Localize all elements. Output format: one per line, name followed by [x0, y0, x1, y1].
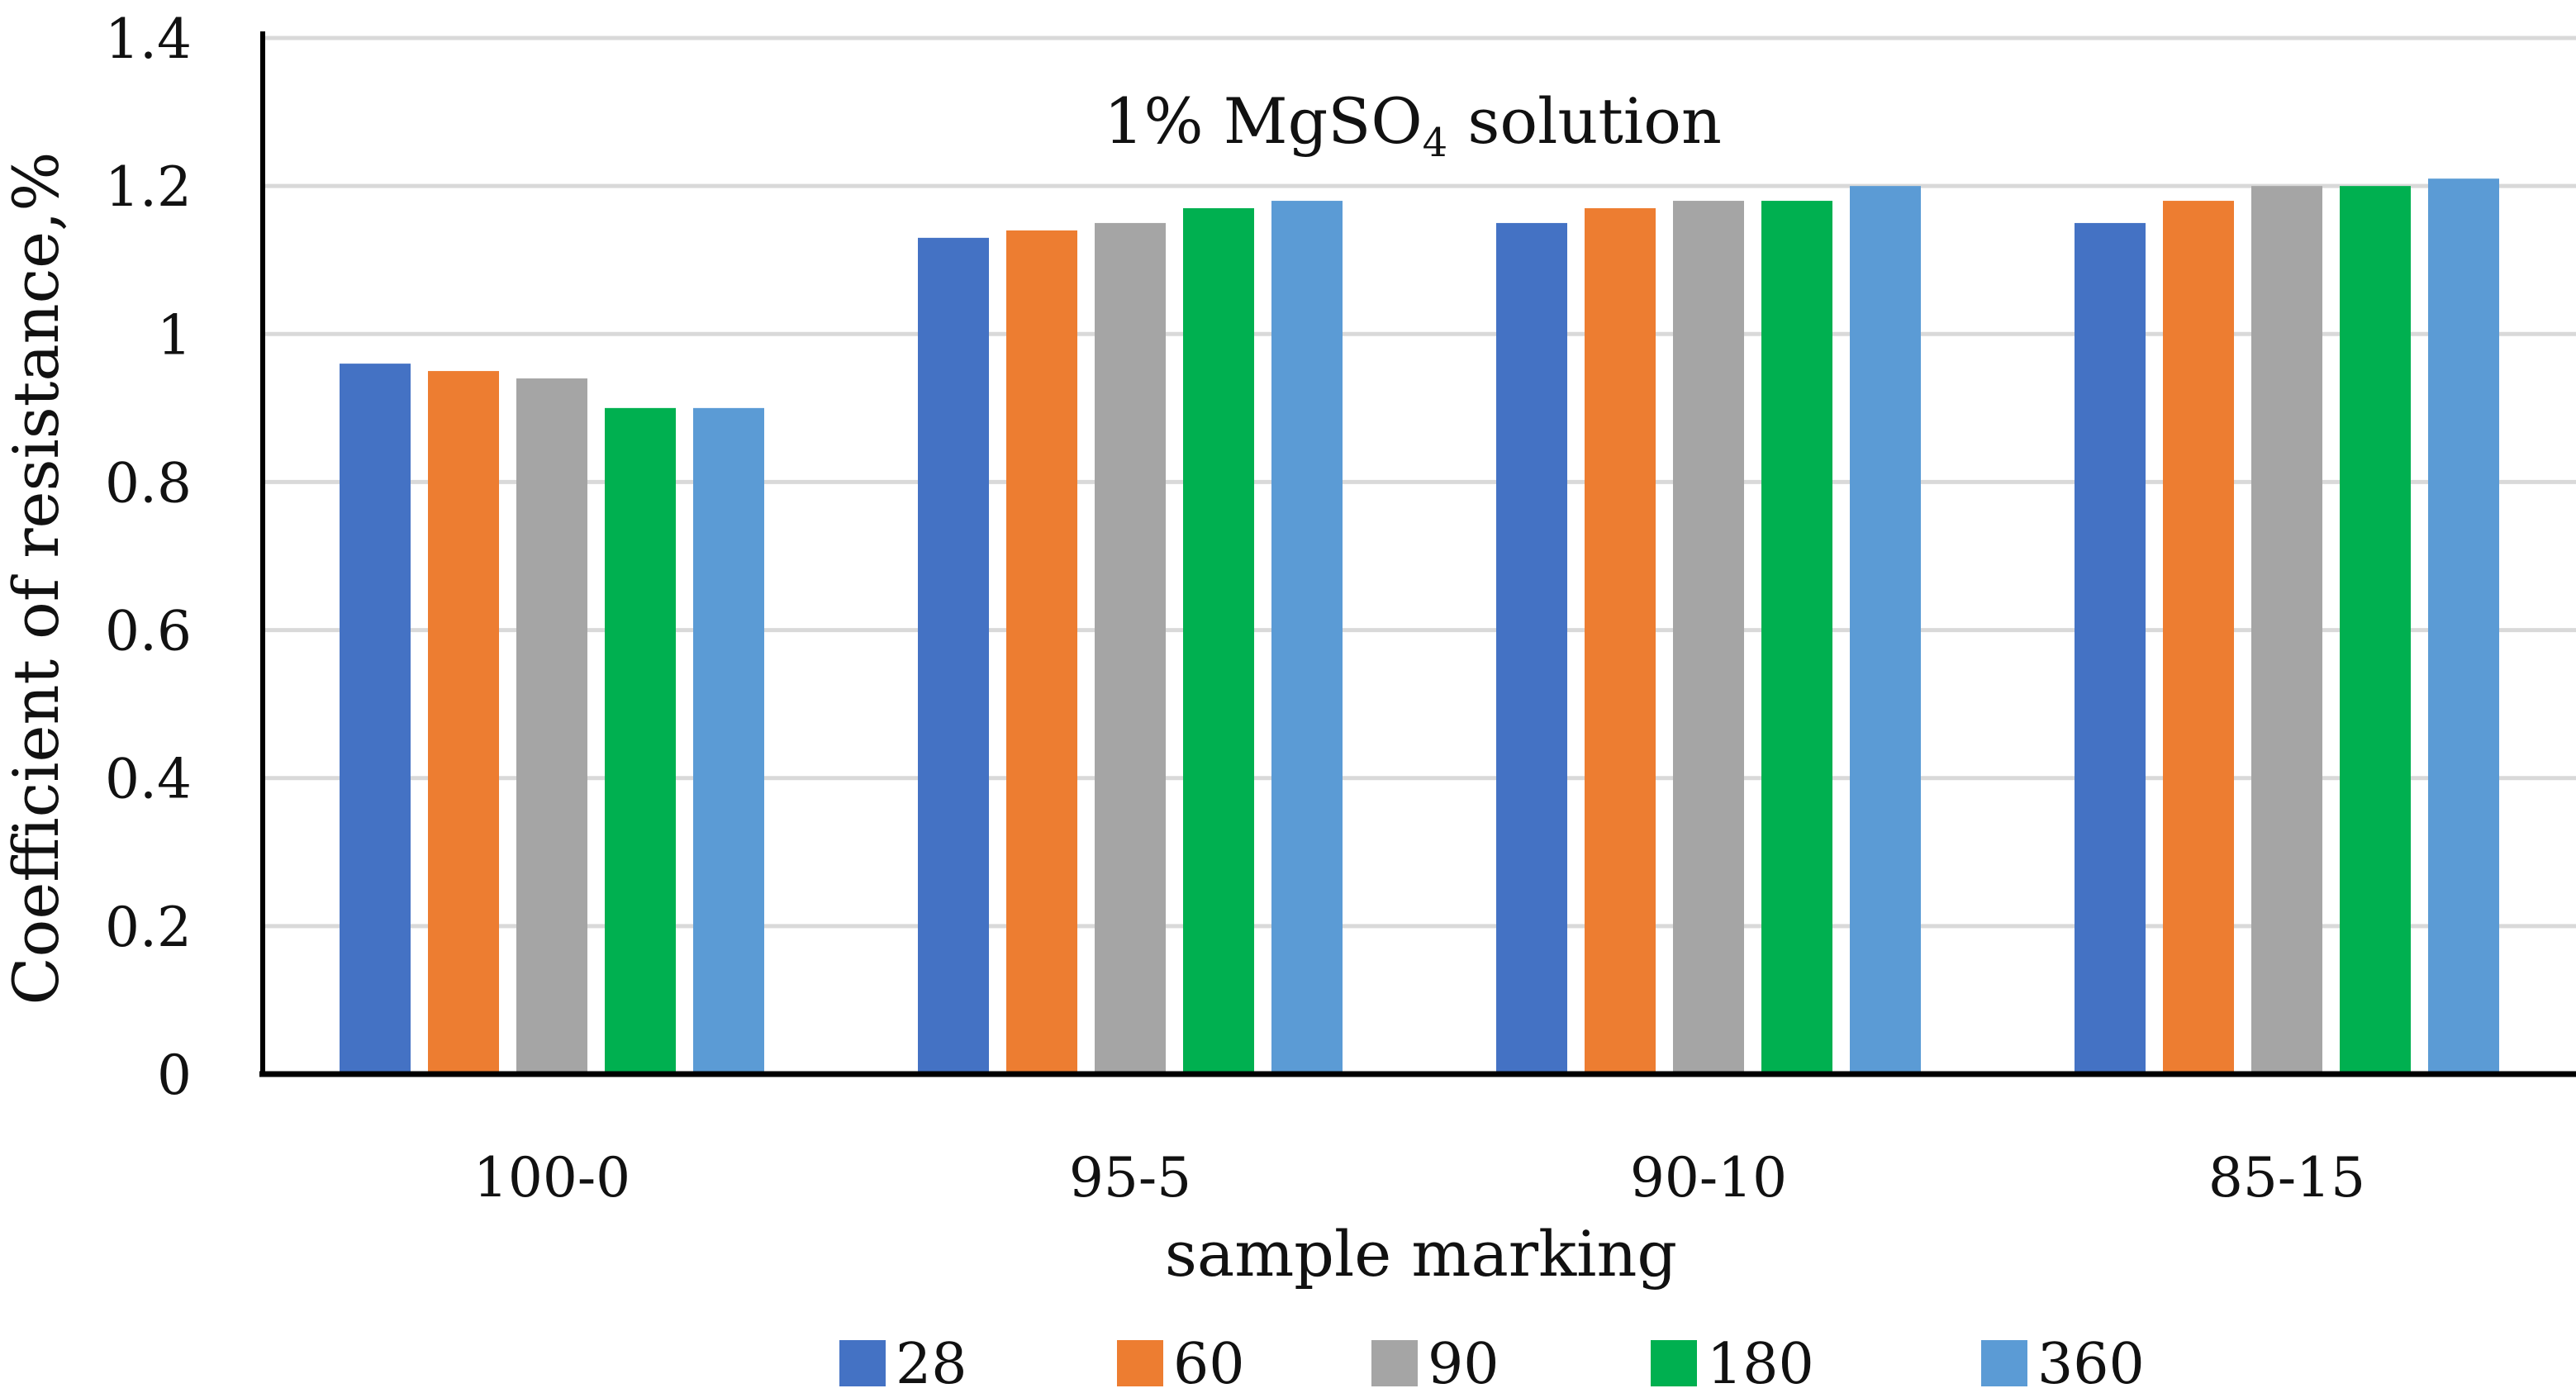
bar-95-5-90 [1095, 222, 1166, 1074]
legend-swatch-60 [1117, 1340, 1163, 1386]
y-axis-ticks: 0 0.2 0.4 0.6 0.8 1 1.2 1.4 [105, 7, 192, 1107]
bar-90-10-60 [1585, 208, 1656, 1074]
legend-swatch-28 [839, 1340, 886, 1386]
bar-85-15-180 [2340, 186, 2411, 1075]
bar-85-15-28 [2075, 222, 2146, 1074]
y-tick-label: 0 [157, 1044, 192, 1107]
y-tick-label: 1 [157, 303, 192, 367]
bar-85-15-90 [2251, 186, 2322, 1075]
x-axis-title: sample marking [1165, 1217, 1677, 1291]
legend-label-60: 60 [1173, 1332, 1245, 1393]
bar-95-5-180 [1183, 208, 1254, 1074]
bars [340, 178, 2499, 1075]
legend-swatch-90 [1371, 1340, 1418, 1386]
legend-swatch-180 [1651, 1340, 1697, 1386]
x-tick-label: 95-5 [1069, 1146, 1191, 1210]
bar-95-5-60 [1006, 230, 1077, 1074]
bar-100-0-60 [428, 371, 499, 1075]
bar-85-15-360 [2428, 178, 2499, 1075]
x-tick-label: 85-15 [2208, 1146, 2365, 1210]
bar-85-15-60 [2163, 201, 2234, 1075]
legend: 28 60 90 180 360 [839, 1332, 2145, 1393]
x-tick-label: 100-0 [473, 1146, 630, 1210]
y-tick-label: 1.2 [105, 155, 192, 219]
legend-label-180: 180 [1707, 1332, 1814, 1393]
y-tick-label: 0.4 [105, 748, 192, 811]
bar-90-10-90 [1673, 201, 1744, 1075]
y-tick-label: 0.8 [105, 451, 192, 515]
y-tick-label: 1.4 [105, 7, 192, 71]
y-axis-title: Coefficient of resistance,% [0, 151, 73, 1005]
bar-100-0-360 [693, 407, 764, 1074]
y-tick-label: 0.6 [105, 600, 192, 663]
legend-label-90: 90 [1428, 1332, 1499, 1393]
legend-swatch-360 [1981, 1340, 2027, 1386]
x-axis-ticks: 100-0 95-5 90-10 85-15 [473, 1146, 2365, 1210]
bar-95-5-28 [918, 237, 989, 1074]
legend-label-360: 360 [2037, 1332, 2145, 1393]
bar-100-0-90 [516, 378, 587, 1074]
y-tick-label: 0.2 [105, 896, 192, 959]
legend-label-28: 28 [896, 1332, 967, 1393]
bar-90-10-180 [1761, 201, 1832, 1075]
chart-title: 1% MgSO4 solution [1104, 84, 1722, 166]
bar-90-10-360 [1850, 186, 1921, 1075]
bar-90-10-28 [1496, 222, 1567, 1074]
bar-100-0-28 [340, 364, 411, 1075]
bar-100-0-180 [605, 407, 676, 1074]
bar-95-5-360 [1271, 201, 1343, 1075]
x-tick-label: 90-10 [1630, 1146, 1787, 1210]
